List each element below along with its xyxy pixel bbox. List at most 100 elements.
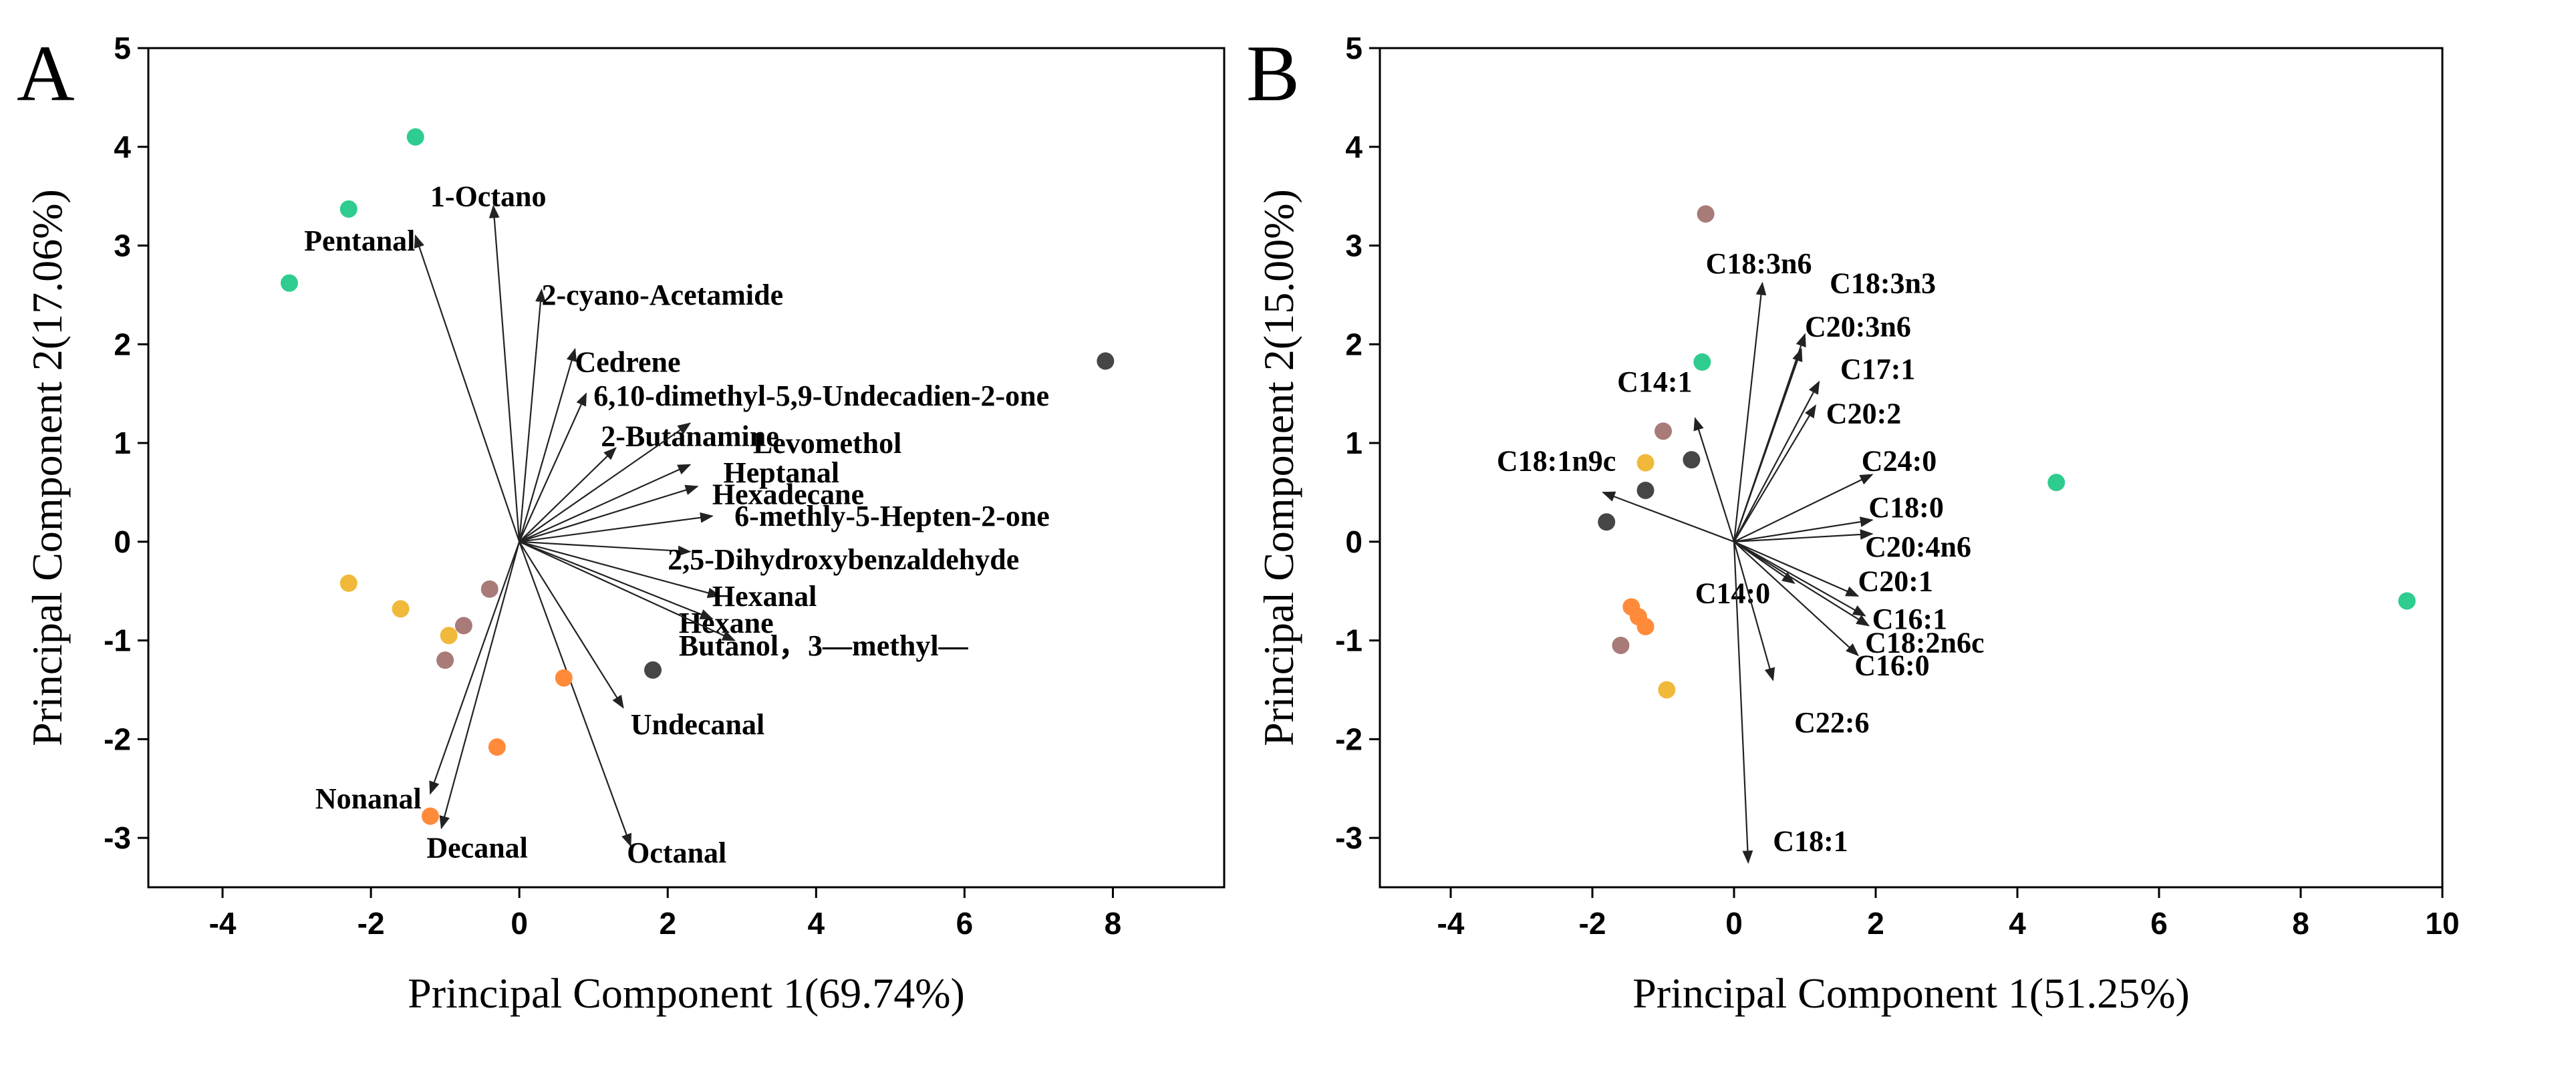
x-tick-label: 2 — [659, 906, 676, 941]
y-tick-label: -3 — [1335, 820, 1363, 855]
loading-label: C18:3n6 — [1706, 247, 1812, 280]
y-tick-label: -2 — [1335, 722, 1363, 756]
loading-label: C14:0 — [1695, 577, 1770, 609]
loading-label: C18:3n3 — [1830, 267, 1936, 299]
x-tick-label: 8 — [1105, 906, 1122, 941]
score-point-orange — [1636, 617, 1655, 635]
score-point-yellow — [339, 574, 357, 592]
y-tick-label: 4 — [1345, 130, 1363, 164]
loading-label: Decanal — [426, 832, 528, 865]
score-point-orange — [421, 807, 439, 825]
loading-label: 6,10-dimethyl-5,9-Undecadien-2-one — [593, 379, 1049, 412]
y-tick-label: -2 — [104, 722, 131, 756]
score-point-mauve — [1697, 205, 1715, 223]
loading-label: Undecanal — [631, 708, 764, 741]
loading-label: C24:0 — [1862, 444, 1937, 477]
y-tick-label: 1 — [1345, 426, 1363, 460]
loading-label: C20:1 — [1858, 565, 1933, 598]
loading-arrow — [1733, 404, 1816, 543]
loading-label: Cedrene — [575, 346, 680, 379]
loading-label: Octanal — [627, 836, 726, 869]
score-point-dark — [1598, 513, 1616, 531]
y-tick-label: 0 — [114, 524, 131, 559]
y-tick-label: 2 — [114, 327, 131, 361]
loading-arrow — [519, 541, 692, 557]
score-point-yellow — [1636, 454, 1655, 472]
loading-label: 2-Butanamine — [601, 420, 778, 452]
loading-arrow — [519, 447, 617, 543]
loading-arrow — [1733, 541, 1775, 681]
loading-arrow — [519, 464, 692, 543]
loading-arrow — [414, 234, 521, 543]
loading-label: C18:1 — [1773, 824, 1848, 857]
loading-arrow — [429, 541, 521, 795]
loading-arrow — [519, 512, 714, 543]
score-point-yellow — [440, 627, 458, 645]
loading-label: C20:3n6 — [1805, 310, 1911, 343]
panel-a: A -4 -2 0 2 4 6 8 -3 -2 -1 0 1 2 3 4 5 1-Octano Pentanal… — [17, 29, 1226, 1017]
loading-label: C18:0 — [1868, 491, 1943, 524]
loading-label: C17:1 — [1840, 353, 1915, 386]
x-tick-label: 0 — [1725, 906, 1743, 941]
loading-arrow — [519, 541, 714, 620]
x-tick-label: 4 — [808, 906, 825, 941]
panel-a-letter: A — [17, 29, 75, 118]
score-point-mauve — [436, 651, 454, 669]
x-tick-label: 2 — [1867, 906, 1884, 941]
panel-b-y-axis-title: Principal Component 2(15.00%) — [1255, 189, 1302, 746]
loading-arrow — [519, 289, 546, 542]
score-point-green — [2398, 592, 2416, 610]
y-tick-label: 0 — [1345, 524, 1363, 559]
loading-arrow — [519, 347, 577, 543]
score-point-green — [2047, 474, 2065, 492]
loading-label: Hexanal — [712, 580, 817, 613]
score-point-green — [339, 200, 357, 218]
score-point-mauve — [480, 580, 498, 598]
score-point-dark — [644, 661, 662, 679]
score-point-green — [280, 274, 298, 292]
x-tick-label: 10 — [2425, 906, 2459, 941]
loading-label: Levomethol — [753, 427, 901, 460]
loading-arrow — [1733, 380, 1820, 543]
loading-label: 2,5-Dihydroxybenzaldehyde — [668, 543, 1019, 576]
score-point-green — [406, 128, 424, 146]
loading-label: 2-cyano-Acetamide — [541, 279, 783, 311]
x-tick-label: 4 — [2009, 906, 2026, 941]
score-point-yellow — [392, 600, 410, 618]
loading-label: C16:0 — [1854, 649, 1929, 681]
y-tick-label: -3 — [104, 820, 131, 855]
loading-label: Butanol，3—methyl— — [679, 629, 969, 662]
loading-label: C18:1n9c — [1497, 444, 1616, 477]
score-point-orange — [488, 738, 506, 756]
loading-label: 1-Octano — [430, 180, 547, 212]
y-tick-label: -1 — [104, 623, 131, 658]
loading-arrow — [1733, 516, 1874, 543]
panel-b-scores — [1598, 205, 2416, 699]
loading-arrow — [1733, 541, 1866, 617]
loading-arrow — [519, 484, 699, 543]
panel-a-loadings: 1-Octano Pentanal 2-cyano-Acetamide Cedrene… — [304, 180, 1050, 869]
panel-a-scores — [280, 128, 1115, 825]
panel-b-loadings: C18:3n6 C18:3n3 C20:3n6 C17:1 C20:2 C14:1 C18:… — [1497, 247, 1985, 865]
loading-arrow — [1733, 474, 1874, 543]
panel-a-plot-frame — [147, 47, 1226, 889]
loading-arrow — [1733, 541, 1859, 657]
panel-b-plot-frame — [1379, 47, 2444, 889]
loading-arrow — [519, 422, 692, 543]
y-tick-label: -1 — [1335, 623, 1363, 658]
x-tick-label: -4 — [209, 906, 237, 941]
loading-arrow — [1733, 541, 1860, 597]
y-tick-label: 5 — [114, 31, 131, 65]
score-point-yellow — [1658, 681, 1676, 699]
panel-a-x-axis-title: Principal Component 1(69.74%) — [408, 969, 965, 1017]
loading-arrow — [1733, 347, 1803, 543]
panel-b-ticks: -4 -2 0 2 4 6 8 10 -3 -2 -1 0 1 2 3 4 5 — [1335, 31, 2459, 941]
y-tick-label: 3 — [1345, 228, 1363, 263]
x-tick-label: 6 — [2150, 906, 2168, 941]
loading-arrow — [1693, 417, 1735, 543]
loading-label: Hexadecane — [712, 478, 864, 511]
y-tick-label: 2 — [1345, 327, 1363, 361]
loading-label: C14:1 — [1617, 365, 1692, 398]
loading-arrow — [1733, 529, 1874, 543]
loading-label: C22:6 — [1794, 706, 1869, 739]
